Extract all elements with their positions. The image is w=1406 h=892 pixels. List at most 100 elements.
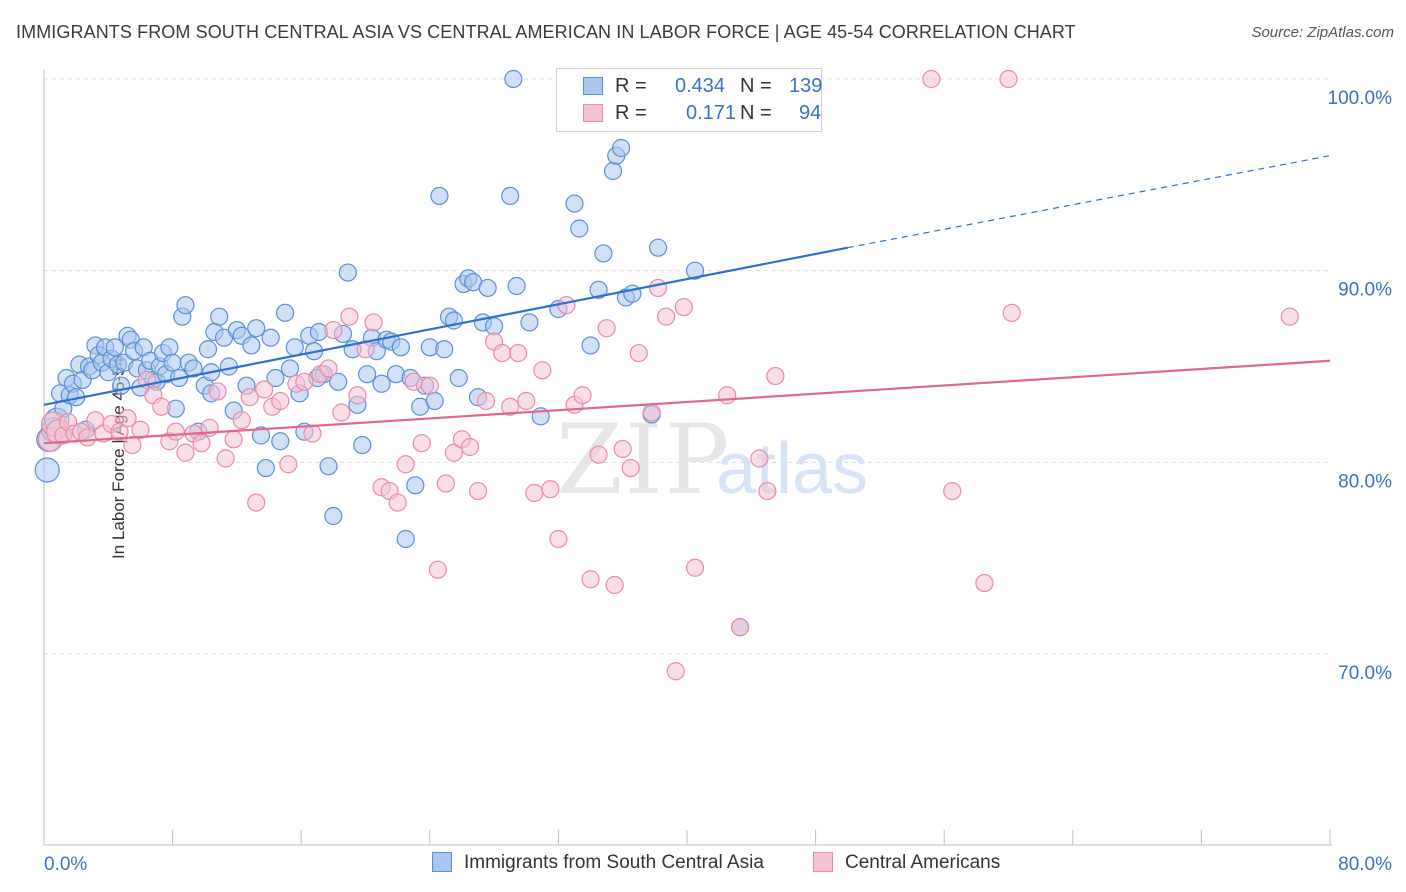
point-central-americans xyxy=(412,434,431,453)
point-central-americans xyxy=(605,575,624,595)
x-tick-label: 0.0% xyxy=(44,854,87,875)
point-central-americans xyxy=(718,386,737,405)
point-central-americans xyxy=(613,439,632,459)
point-central-americans xyxy=(999,69,1018,89)
point-south-central-asia xyxy=(251,426,271,445)
point-central-americans xyxy=(78,428,97,447)
trend-line-blue xyxy=(43,246,848,406)
point-south-central-asia xyxy=(247,319,266,338)
point-central-americans xyxy=(232,411,251,430)
point-central-americans xyxy=(468,481,488,501)
bottom-legend-label-pink: Central Americans xyxy=(845,852,1001,873)
point-central-americans xyxy=(247,493,266,512)
point-central-americans xyxy=(420,376,439,395)
watermark-atlas: atlas xyxy=(716,429,868,509)
point-central-americans xyxy=(110,422,129,441)
y-tick-labels: 70.0% 80.0% 90.0% 100.0% xyxy=(1328,88,1393,684)
point-central-americans xyxy=(176,443,195,462)
point-central-americans xyxy=(758,481,777,501)
point-south-central-asia xyxy=(105,338,124,357)
point-south-central-asia xyxy=(435,340,454,359)
point-central-americans xyxy=(589,445,608,464)
point-central-americans xyxy=(573,386,592,405)
point-central-americans xyxy=(271,391,290,411)
point-central-americans xyxy=(460,437,480,457)
point-central-americans xyxy=(1002,303,1021,322)
point-central-americans xyxy=(581,570,600,589)
point-central-americans xyxy=(192,434,211,453)
point-central-americans xyxy=(279,455,298,474)
chart-title: IMMIGRANTS FROM SOUTH CENTRAL ASIA VS CE… xyxy=(16,22,1076,42)
point-central-americans xyxy=(1280,307,1299,326)
point-central-americans xyxy=(525,483,544,503)
point-central-americans xyxy=(766,366,785,386)
y-tick-label: 80.0% xyxy=(1338,471,1392,492)
point-central-americans xyxy=(501,397,520,416)
point-south-central-asia xyxy=(372,374,391,393)
point-central-americans xyxy=(356,340,375,359)
point-central-americans xyxy=(324,320,343,340)
point-south-central-asia xyxy=(648,238,668,257)
point-south-central-asia xyxy=(565,194,584,213)
point-south-central-asia xyxy=(276,303,295,322)
trend-line-pink xyxy=(43,359,1331,445)
point-south-central-asia xyxy=(406,476,425,495)
point-south-central-asia xyxy=(611,138,631,158)
bottom-legend-pink: Central Americans xyxy=(813,852,1000,874)
point-central-americans xyxy=(436,474,455,493)
point-south-central-asia xyxy=(603,161,623,181)
point-south-central-asia xyxy=(256,458,275,478)
y-tick-label: 70.0% xyxy=(1338,663,1392,684)
point-central-americans xyxy=(975,573,994,593)
point-south-central-asia xyxy=(507,276,526,296)
trend-lines xyxy=(43,155,1331,445)
point-central-americans xyxy=(319,359,338,378)
point-south-central-asia xyxy=(589,280,608,299)
point-south-central-asia xyxy=(338,263,357,282)
legend-r-value: 0.434 xyxy=(675,75,726,97)
point-central-americans xyxy=(674,297,693,317)
legend-n-value: 94 xyxy=(799,102,822,124)
point-central-americans xyxy=(541,480,560,499)
point-central-americans xyxy=(517,391,536,411)
point-south-central-asia xyxy=(261,328,280,347)
point-south-central-asia xyxy=(266,368,285,388)
point-south-central-asia xyxy=(280,359,300,378)
watermark-zip: ZIP xyxy=(556,404,731,516)
bottom-legend-blue: Immigrants from South Central Asia xyxy=(432,852,764,874)
source-label: Source: ZipAtlas.com xyxy=(1251,24,1394,41)
point-central-americans xyxy=(131,420,150,439)
point-south-central-asia xyxy=(242,336,261,355)
point-south-central-asia xyxy=(184,359,203,378)
point-central-americans xyxy=(348,386,367,405)
point-central-americans xyxy=(332,403,351,422)
trend-line-blue-extension xyxy=(847,155,1331,249)
bottom-legend-swatch-pink xyxy=(813,852,833,872)
point-central-americans xyxy=(428,560,447,579)
point-central-americans xyxy=(648,278,668,298)
point-central-americans xyxy=(685,558,705,577)
point-south-central-asia xyxy=(685,261,705,280)
point-central-americans xyxy=(208,382,227,401)
point-south-central-asia xyxy=(358,365,377,384)
legend-r-value: 0.171 xyxy=(686,102,737,124)
point-central-americans xyxy=(533,361,552,380)
point-central-americans xyxy=(303,424,322,443)
legend-n-value: 139 xyxy=(789,75,823,97)
point-central-americans xyxy=(549,529,568,549)
y-tick-label: 100.0% xyxy=(1328,88,1393,109)
point-central-americans xyxy=(255,380,274,399)
point-central-americans xyxy=(922,69,941,89)
watermark: ZIP atlas xyxy=(556,404,868,516)
point-central-americans xyxy=(216,449,235,468)
point-central-americans xyxy=(295,372,314,391)
point-south-central-asia xyxy=(329,372,348,391)
point-central-americans xyxy=(476,391,496,411)
point-south-central-asia xyxy=(210,307,229,326)
legend-n-label: N = xyxy=(740,102,772,124)
legend-r-label: R = xyxy=(615,102,647,124)
point-central-americans xyxy=(493,343,512,363)
point-central-americans xyxy=(166,422,185,441)
point-south-central-asia xyxy=(570,219,589,238)
point-central-americans xyxy=(597,319,616,338)
